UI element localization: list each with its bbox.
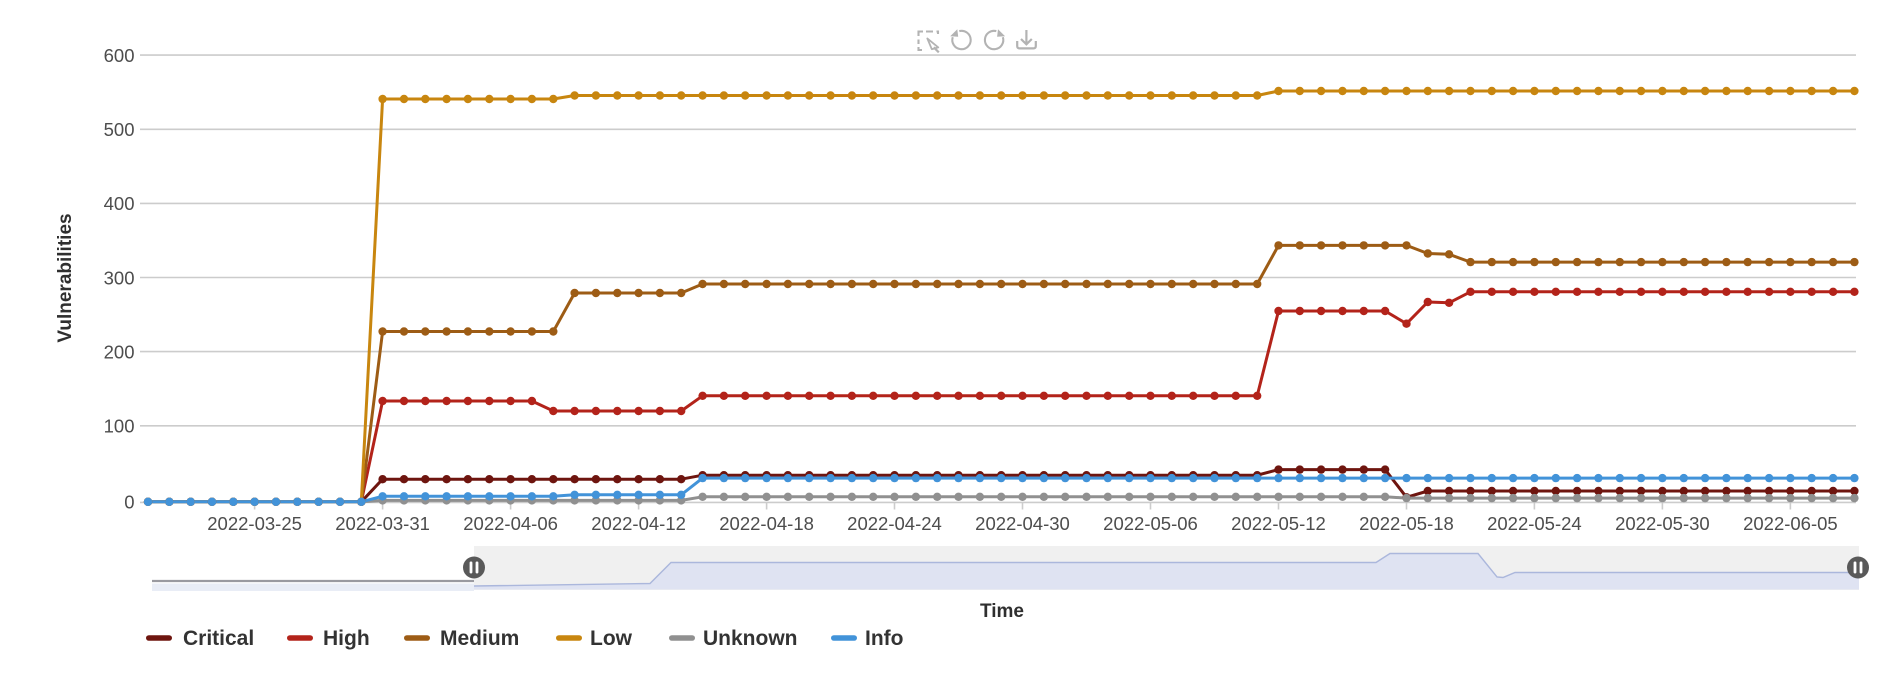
svg-text:Medium: Medium (440, 627, 519, 650)
svg-text:2022-04-30: 2022-04-30 (975, 513, 1070, 534)
svg-text:2022-05-30: 2022-05-30 (1615, 513, 1710, 534)
svg-text:2022-05-18: 2022-05-18 (1359, 513, 1454, 534)
svg-text:2022-06-05: 2022-06-05 (1743, 513, 1838, 534)
svg-text:2022-04-18: 2022-04-18 (719, 513, 814, 534)
svg-text:2022-03-31: 2022-03-31 (335, 513, 430, 534)
svg-text:600: 600 (104, 45, 135, 66)
svg-text:2022-03-25: 2022-03-25 (207, 513, 302, 534)
svg-text:0: 0 (124, 492, 134, 513)
svg-text:2022-04-06: 2022-04-06 (463, 513, 558, 534)
svg-text:200: 200 (104, 341, 135, 362)
svg-text:100: 100 (104, 416, 135, 437)
svg-text:2022-05-24: 2022-05-24 (1487, 513, 1582, 534)
svg-text:Critical: Critical (183, 627, 254, 650)
svg-text:2022-05-06: 2022-05-06 (1103, 513, 1198, 534)
svg-text:2022-04-12: 2022-04-12 (591, 513, 686, 534)
svg-text:400: 400 (104, 193, 135, 214)
svg-text:Time: Time (980, 601, 1024, 622)
svg-text:500: 500 (104, 119, 135, 140)
svg-text:High: High (323, 627, 370, 650)
svg-text:Vulnerabilities: Vulnerabilities (55, 213, 76, 342)
svg-text:Info: Info (865, 627, 903, 650)
svg-text:Unknown: Unknown (703, 627, 798, 650)
svg-text:300: 300 (104, 267, 135, 288)
svg-text:Low: Low (590, 627, 633, 650)
svg-text:2022-05-12: 2022-05-12 (1231, 513, 1326, 534)
svg-text:2022-04-24: 2022-04-24 (847, 513, 942, 534)
